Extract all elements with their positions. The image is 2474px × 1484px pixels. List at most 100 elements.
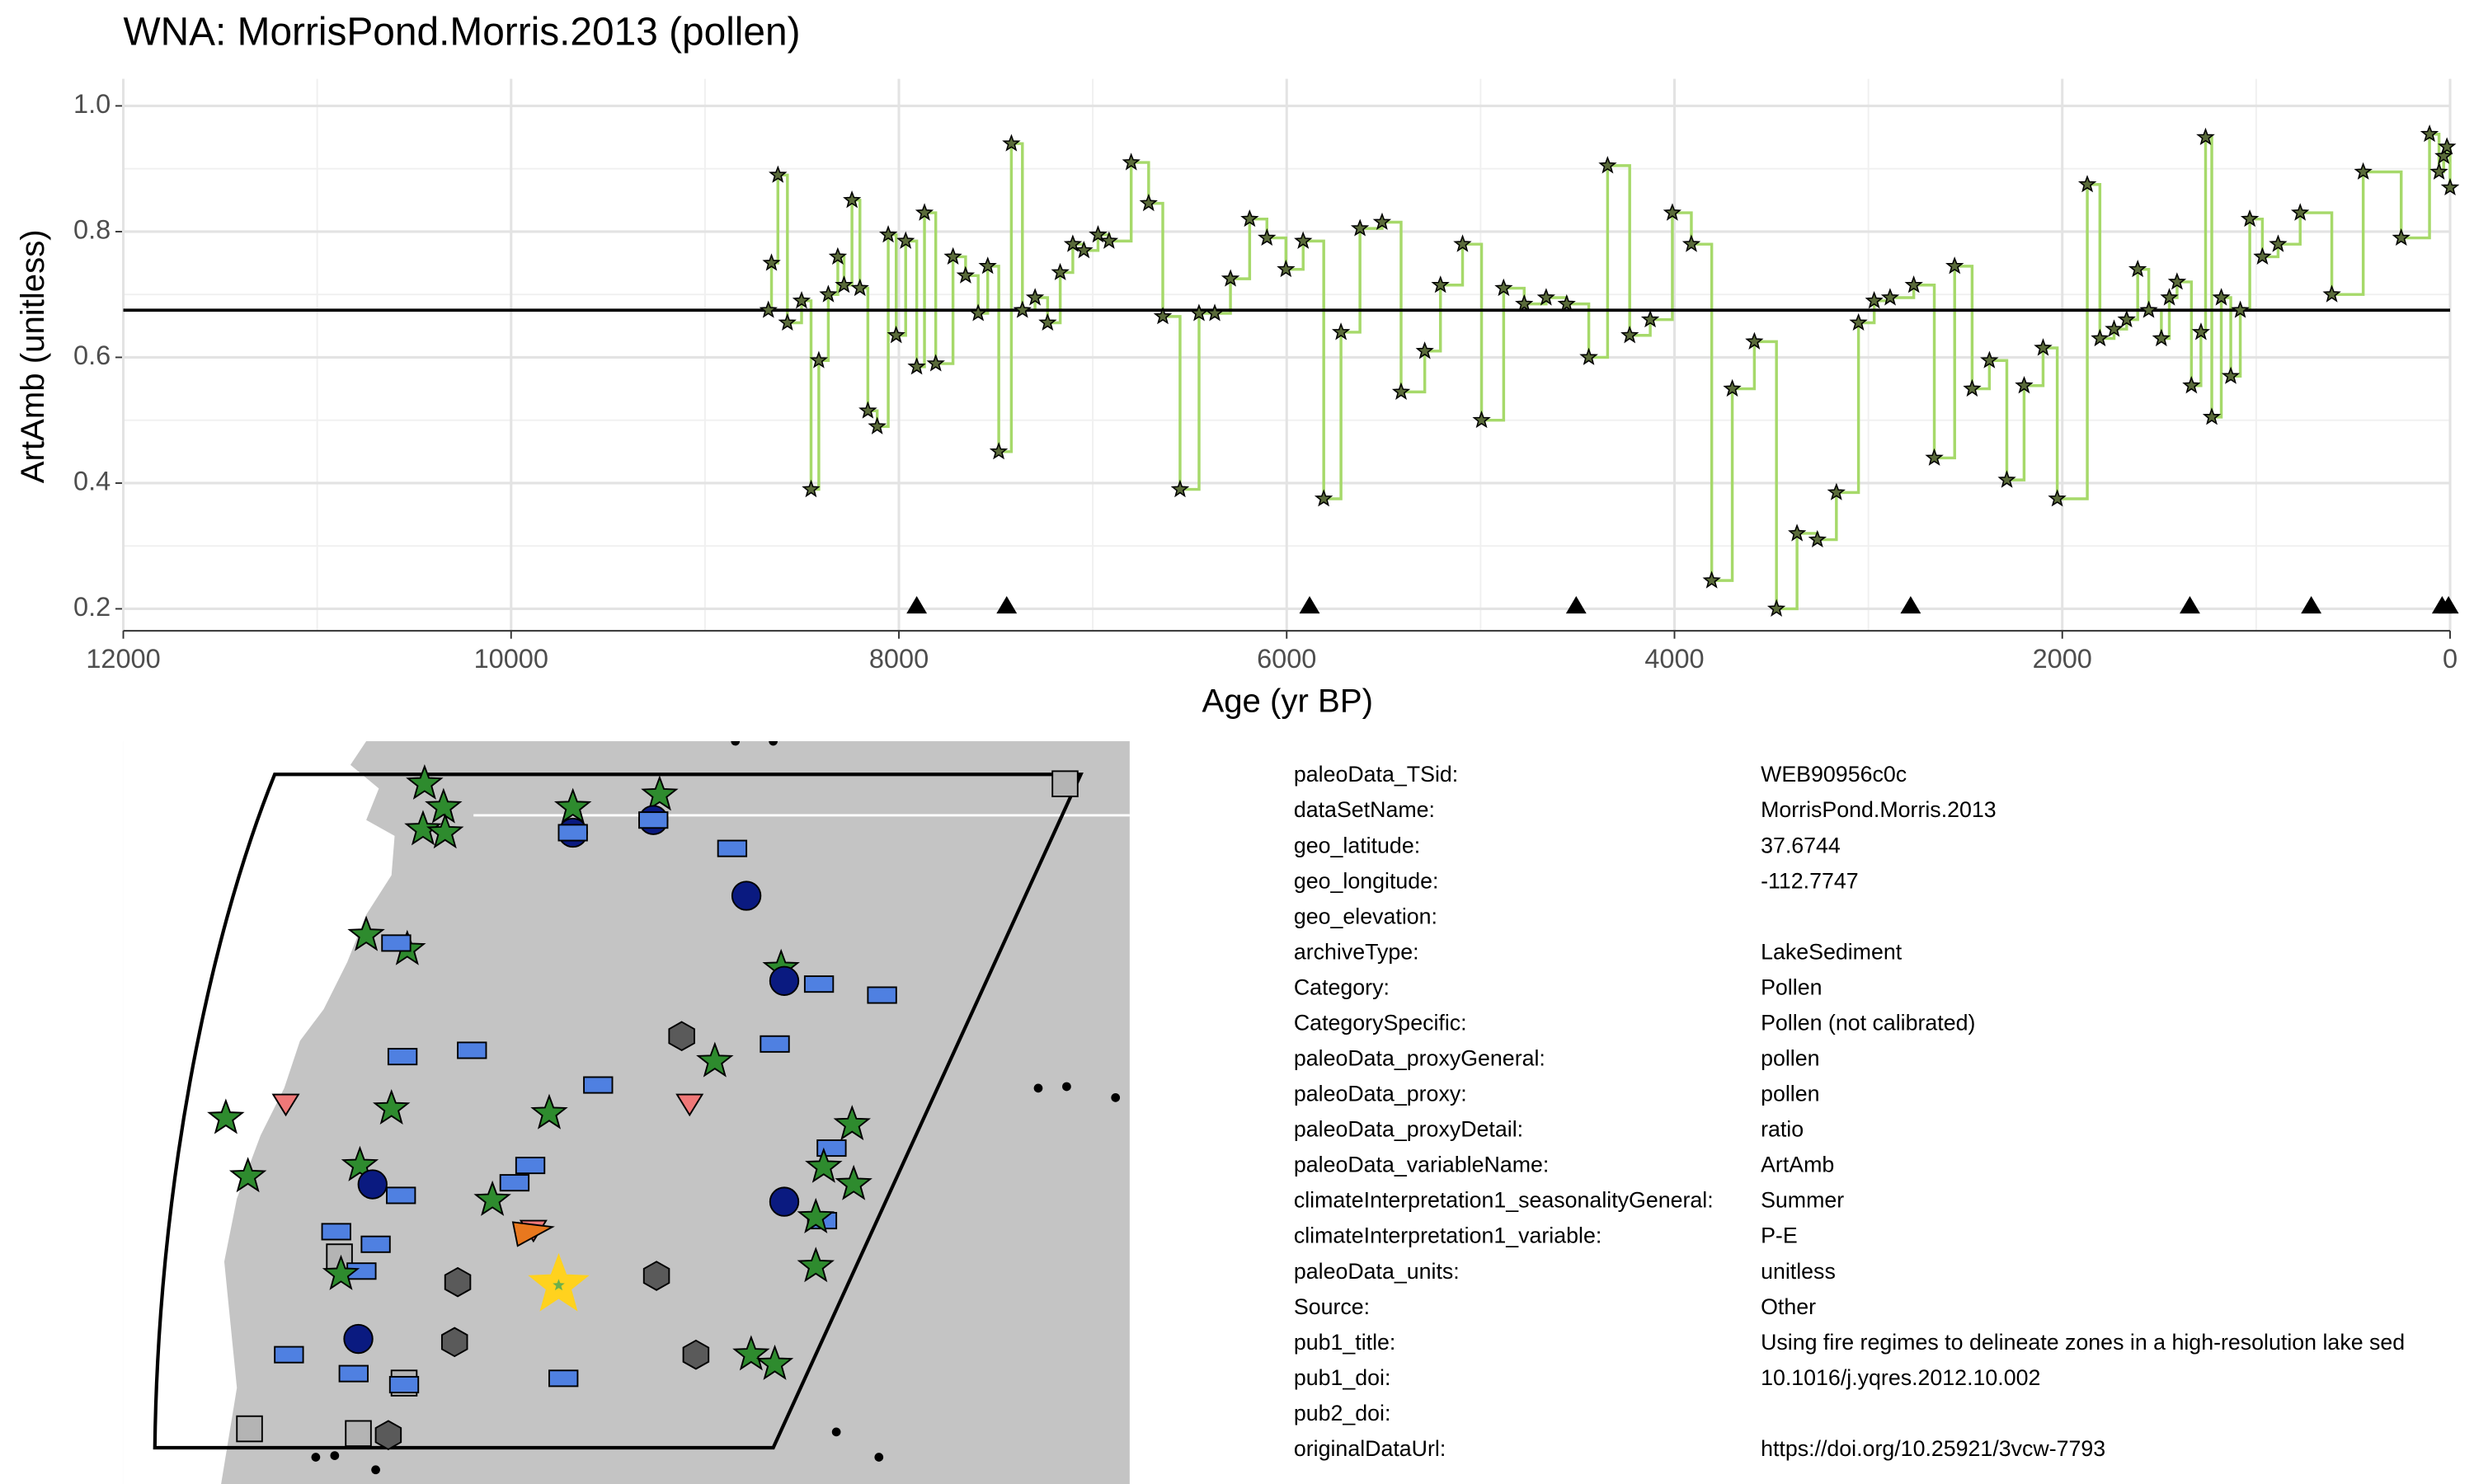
data-point xyxy=(1063,234,1083,252)
step-segment xyxy=(1566,302,1591,358)
data-point xyxy=(2392,228,2411,247)
metadata-key: paleoData_proxyGeneral: xyxy=(1294,1046,1545,1071)
step-segment xyxy=(1341,228,1362,334)
step-segment xyxy=(1836,322,1860,495)
metadata-value: MorrisPond.Morris.2013 xyxy=(1761,797,1997,822)
metadata-key: originalDataUrl: xyxy=(1294,1436,1446,1461)
data-point xyxy=(2160,288,2179,306)
site-marker xyxy=(1033,1083,1043,1093)
x-tick-label: 6000 xyxy=(1257,644,1316,674)
data-point xyxy=(843,190,862,209)
data-point xyxy=(926,354,945,372)
metadata-table: paleoData_TSid: WEB90956c0c dataSetName: Mo… xyxy=(1294,762,2405,1461)
metadata-key: pub1_title: xyxy=(1294,1330,1396,1355)
metadata-value: Using fire regimes to delineate zones in… xyxy=(1761,1330,2405,1355)
site-marker xyxy=(833,1105,871,1141)
step-segment xyxy=(1954,265,1974,389)
step-segment xyxy=(2278,213,2302,246)
site-marker xyxy=(341,1145,379,1181)
site-marker xyxy=(345,1420,372,1448)
x-tick-label: 12000 xyxy=(86,644,160,674)
data-point xyxy=(1808,529,1827,547)
step-segment xyxy=(1440,244,1465,287)
site-marker xyxy=(387,1048,418,1066)
metadata-key: paleoData_proxyDetail: xyxy=(1294,1117,1523,1142)
data-point xyxy=(2434,146,2453,165)
chronology-marker xyxy=(906,596,928,614)
data-point xyxy=(2117,310,2136,328)
step-segment xyxy=(1972,360,1992,391)
data-point xyxy=(915,203,934,221)
site-marker xyxy=(371,1465,380,1475)
step-segment xyxy=(2024,348,2045,387)
metadata-key: paleoData_proxy: xyxy=(1294,1082,1467,1106)
site-marker xyxy=(874,1453,884,1462)
step-segment xyxy=(1286,241,1305,271)
metadata-key: paleoData_TSid: xyxy=(1294,762,1458,787)
step-segment xyxy=(1588,165,1610,359)
data-point xyxy=(2152,328,2171,347)
step-segment xyxy=(1711,388,1734,582)
metadata-value: LakeSediment xyxy=(1761,939,1903,964)
site-marker xyxy=(374,1420,402,1451)
data-point xyxy=(1494,278,1513,297)
step-segment xyxy=(2331,171,2365,296)
site-marker xyxy=(731,741,741,746)
plot-area: 0.2 0.4 0.6 0.8 1.0 12000 10000 8000 6000 4000 200… xyxy=(73,78,2460,674)
site-marker xyxy=(357,1169,388,1200)
site-marker xyxy=(386,1186,416,1205)
x-tick-label: 10000 xyxy=(474,644,548,674)
data-point xyxy=(2167,272,2187,290)
x-tick-label: 8000 xyxy=(869,644,929,674)
step-segment xyxy=(1754,340,1778,609)
data-point xyxy=(2420,124,2439,143)
step-segment xyxy=(1691,242,1714,581)
data-point xyxy=(1391,382,1411,400)
step-segment xyxy=(1913,284,1936,458)
step-segment xyxy=(935,256,955,365)
site-marker xyxy=(457,1041,487,1059)
metadata-key: CategorySpecific: xyxy=(1294,1010,1467,1035)
step-segment xyxy=(1381,220,1403,392)
data-point xyxy=(850,278,869,297)
step-segment xyxy=(818,294,830,362)
data-point xyxy=(2105,319,2124,337)
data-point xyxy=(1620,325,1639,344)
metadata-key: archiveType: xyxy=(1294,939,1419,964)
data-point xyxy=(2429,162,2448,180)
site-marker xyxy=(330,1451,340,1460)
site-marker xyxy=(347,915,385,951)
data-point xyxy=(1945,256,1964,275)
step-segment xyxy=(2191,331,2203,387)
y-tick-label: 0.2 xyxy=(73,592,111,622)
data-point xyxy=(1170,479,1190,498)
site-marker xyxy=(388,1375,420,1394)
data-point xyxy=(1925,448,1944,466)
data-point xyxy=(1013,300,1032,318)
data-point xyxy=(2128,259,2147,278)
site-marker xyxy=(322,1254,360,1290)
site-marker xyxy=(717,839,748,857)
data-point xyxy=(878,225,898,243)
data-point xyxy=(868,416,887,434)
data-point xyxy=(1745,331,1764,350)
x-tick-label: 4000 xyxy=(1644,644,1704,674)
data-point xyxy=(2182,375,2201,394)
data-point xyxy=(2202,407,2222,425)
data-point xyxy=(2034,338,2053,356)
site-marker xyxy=(360,1235,391,1253)
data-point xyxy=(1702,571,1721,589)
step-segment xyxy=(924,211,938,364)
step-segment xyxy=(1324,331,1343,500)
chronology-marker xyxy=(1900,596,1921,614)
step-segment xyxy=(778,173,789,323)
data-point xyxy=(1827,482,1846,500)
metadata-value: -112.7747 xyxy=(1761,868,1859,893)
data-point xyxy=(2438,137,2457,155)
site-marker xyxy=(515,1157,546,1175)
chart-title: WNA: MorrisPond.Morris.2013 (pollen) xyxy=(124,11,801,54)
data-point xyxy=(887,325,905,344)
y-tick-label: 0.4 xyxy=(73,467,111,496)
x-axis-label: Age (yr BP) xyxy=(1202,683,1373,720)
